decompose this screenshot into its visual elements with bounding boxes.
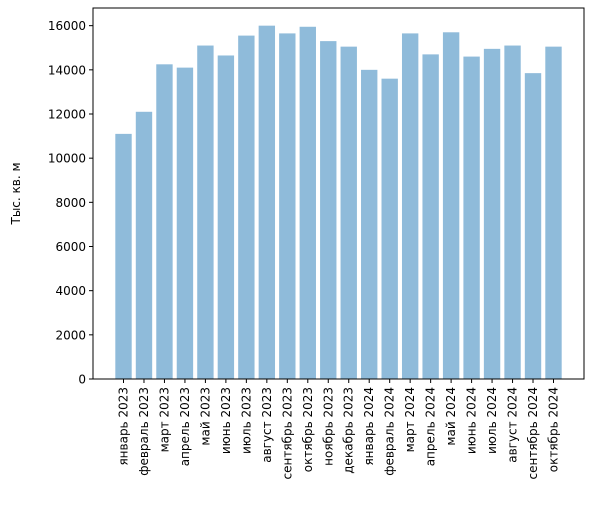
y-tick-label: 14000 [48,63,86,77]
plot-frame [92,7,585,380]
x-tick-label: апрель 2024 [424,387,438,466]
y-axis: 0 2000 4000 6000 8000 10000 12000 14000 16000 [48,19,93,387]
bar-19 [483,48,501,380]
bar-4 [176,67,194,379]
x-tick-label: июнь 2023 [219,387,233,454]
bar-16 [422,54,439,379]
y-tick-label: 10000 [48,152,86,166]
x-tick-label: август 2024 [506,387,520,463]
x-tick-label: декабрь 2023 [342,387,356,474]
bar-5 [197,45,214,380]
x-axis: январь 2023 февраль 2023 март 2023 апрель 2… [117,379,560,479]
bar-7 [238,35,255,380]
x-tick-label: сентябрь 2024 [526,387,540,479]
bar-18 [463,56,480,379]
x-tick-label: апрель 2023 [178,387,192,466]
y-tick-label: 12000 [48,108,86,122]
bar-6 [217,55,235,380]
y-tick-label: 6000 [55,240,86,254]
bar-10 [299,26,316,379]
bar-11 [320,41,337,379]
x-tick-label: июль 2023 [239,387,253,454]
bar-1 [115,133,132,379]
bar-22 [545,46,562,379]
bar-12 [340,46,357,379]
y-tick-label: 2000 [55,328,86,342]
bar-20 [504,45,521,380]
x-tick-label: ноябрь 2023 [321,387,335,466]
x-tick-label: январь 2024 [362,387,376,466]
bar-13 [361,69,378,379]
y-tick-label: 0 [78,373,86,387]
x-tick-label: март 2023 [157,387,171,452]
bar-21 [524,73,542,379]
x-tick-label: июнь 2024 [465,387,479,454]
bar-8 [258,25,276,380]
x-tick-label: октябрь 2023 [301,387,315,472]
x-tick-label: май 2024 [444,387,458,446]
x-tick-label: январь 2023 [117,387,131,466]
x-tick-label: март 2024 [403,387,417,452]
bar-3 [156,64,173,379]
x-tick-label: май 2023 [198,387,212,446]
bar-14 [381,78,398,380]
y-tick-label: 8000 [55,196,86,210]
x-tick-label: февраль 2023 [137,387,151,476]
y-axis-title: Тыс. кв. м [9,162,23,225]
x-tick-label: июль 2024 [485,387,499,454]
x-tick-label: август 2023 [260,387,274,463]
bars-group [115,25,562,380]
bar-9 [279,33,296,379]
bar-17 [442,32,460,380]
bar-15 [401,33,419,379]
x-tick-label: октябрь 2024 [546,387,560,472]
x-tick-label: февраль 2024 [383,387,397,476]
y-tick-label: 4000 [55,284,86,298]
x-tick-label: сентябрь 2023 [280,387,294,479]
bar-2 [135,111,153,380]
y-tick-label: 16000 [48,19,86,33]
